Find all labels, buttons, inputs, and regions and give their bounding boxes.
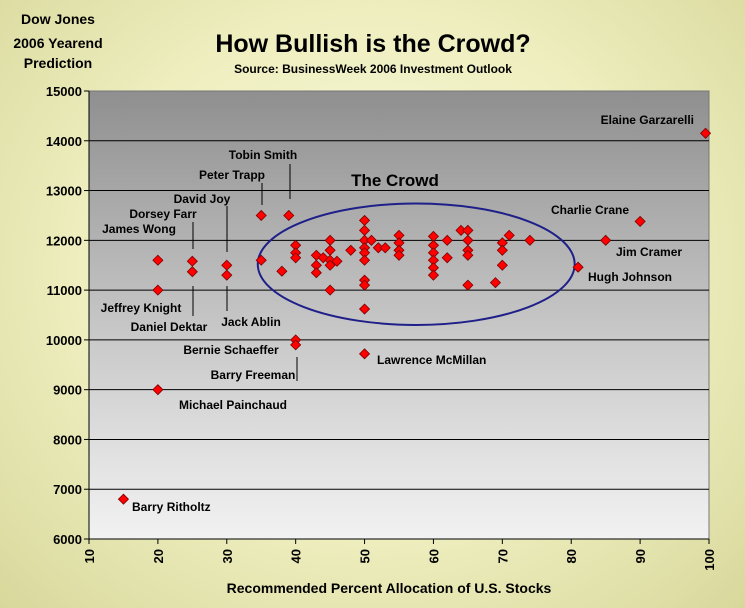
data-point-marker (276, 265, 288, 277)
data-point-marker (503, 229, 515, 241)
data-points (117, 127, 712, 505)
label-tobin-smith: Tobin Smith (229, 148, 297, 162)
data-point-marker (345, 244, 357, 256)
label-peter-trapp: Peter Trapp (199, 168, 265, 182)
corner-label-line-2: 2006 Yearend (13, 35, 102, 51)
data-point-marker (496, 244, 508, 256)
data-point-marker (462, 279, 474, 291)
x-tick-label: 30 (220, 549, 235, 563)
label-barry-ritholtz: Barry Ritholtz (132, 500, 211, 514)
corner-label-line-1: Dow Jones (21, 11, 95, 27)
data-point-marker (324, 259, 336, 271)
data-point-marker (358, 303, 371, 315)
y-tick-label: 6000 (53, 532, 82, 547)
x-tick-label: 80 (564, 549, 579, 563)
chart-title: How Bullish is the Crowd? (215, 30, 530, 58)
label-elaine-garzarelli: Elaine Garzarelli (601, 113, 694, 127)
label-bernie-schaeffer: Bernie Schaeffer (183, 343, 279, 357)
data-point-marker (255, 209, 267, 222)
y-tick-label: 12000 (46, 233, 82, 248)
x-tick-label: 100 (702, 549, 717, 571)
data-point-marker (572, 261, 584, 273)
x-tick-label: 60 (426, 549, 441, 563)
data-point-marker (634, 215, 646, 227)
label-david-joy: David Joy (174, 192, 231, 206)
y-tick-label: 8000 (53, 432, 82, 447)
crowd-ellipse (256, 202, 576, 326)
y-tick-label: 9000 (53, 383, 82, 398)
x-axis-ticks: 10 20 30 40 50 60 70 80 90 100 (82, 539, 717, 571)
data-point-marker (524, 234, 536, 246)
y-axis-ticks: 15000 14000 13000 12000 11000 10000 9000 8000 70… (46, 84, 89, 547)
data-point-marker (152, 284, 164, 296)
x-tick-label: 70 (495, 549, 510, 563)
data-point-marker (186, 266, 198, 278)
label-jack-ablin: Jack Ablin (221, 315, 281, 329)
y-tick-label: 11000 (47, 283, 82, 298)
data-point-marker (290, 252, 302, 264)
data-point-marker (152, 384, 164, 396)
data-point-marker (221, 269, 233, 281)
data-point-marker (290, 339, 302, 351)
y-tick-label: 15000 (46, 84, 82, 99)
y-tick-label: 14000 (46, 134, 82, 149)
data-point-marker (358, 348, 371, 360)
label-jim-cramer: Jim Cramer (616, 245, 682, 259)
x-tick-label: 40 (289, 549, 304, 563)
data-point-marker (365, 234, 378, 246)
data-point-marker (379, 242, 391, 254)
label-hugh-johnson: Hugh Johnson (588, 270, 672, 284)
crowd-label: The Crowd (351, 171, 439, 190)
label-daniel-dektar: Daniel Dektar (131, 320, 208, 334)
label-michael-painchaud: Michael Painchaud (179, 398, 287, 412)
data-point-marker (393, 249, 405, 261)
data-point-marker (441, 252, 453, 264)
plot-area (88, 90, 710, 540)
data-point-marker (255, 254, 267, 266)
label-charlie-crane: Charlie Crane (551, 203, 629, 217)
y-tick-label: 10000 (46, 333, 82, 348)
data-point-marker (600, 234, 612, 246)
data-point-marker (310, 267, 322, 279)
label-lawrence-mcmillan: Lawrence McMillan (377, 353, 486, 367)
data-point-marker (358, 254, 371, 266)
label-james-wong: James Wong (102, 222, 176, 236)
label-barry-freeman: Barry Freeman (211, 368, 296, 382)
data-point-marker (283, 209, 295, 222)
data-point-marker (489, 277, 502, 289)
y-tick-label: 7000 (53, 482, 82, 497)
x-tick-label: 90 (633, 549, 648, 563)
data-point-marker (117, 493, 130, 505)
data-point-marker (699, 127, 712, 139)
x-axis-label: Recommended Percent Allocation of U.S. S… (227, 580, 552, 596)
data-point-marker (358, 279, 371, 291)
x-tick-label: 20 (151, 549, 166, 563)
data-point-marker (324, 284, 336, 296)
x-tick-label: 50 (358, 549, 373, 563)
label-jeffrey-knight: Jeffrey Knight (101, 301, 182, 315)
data-point-marker (152, 254, 164, 266)
leader-lines (192, 164, 298, 381)
label-dorsey-farr: Dorsey Farr (129, 207, 197, 221)
data-point-marker (462, 249, 474, 261)
data-point-marker (496, 259, 508, 271)
data-point-marker (427, 269, 440, 281)
x-tick-label: 10 (82, 549, 97, 563)
chart-subtitle: Source: BusinessWeek 2006 Investment Out… (234, 62, 512, 76)
corner-label-line-3: Prediction (24, 55, 92, 71)
data-point-marker (441, 234, 453, 246)
y-tick-label: 13000 (46, 184, 82, 199)
data-point-marker (331, 255, 343, 267)
